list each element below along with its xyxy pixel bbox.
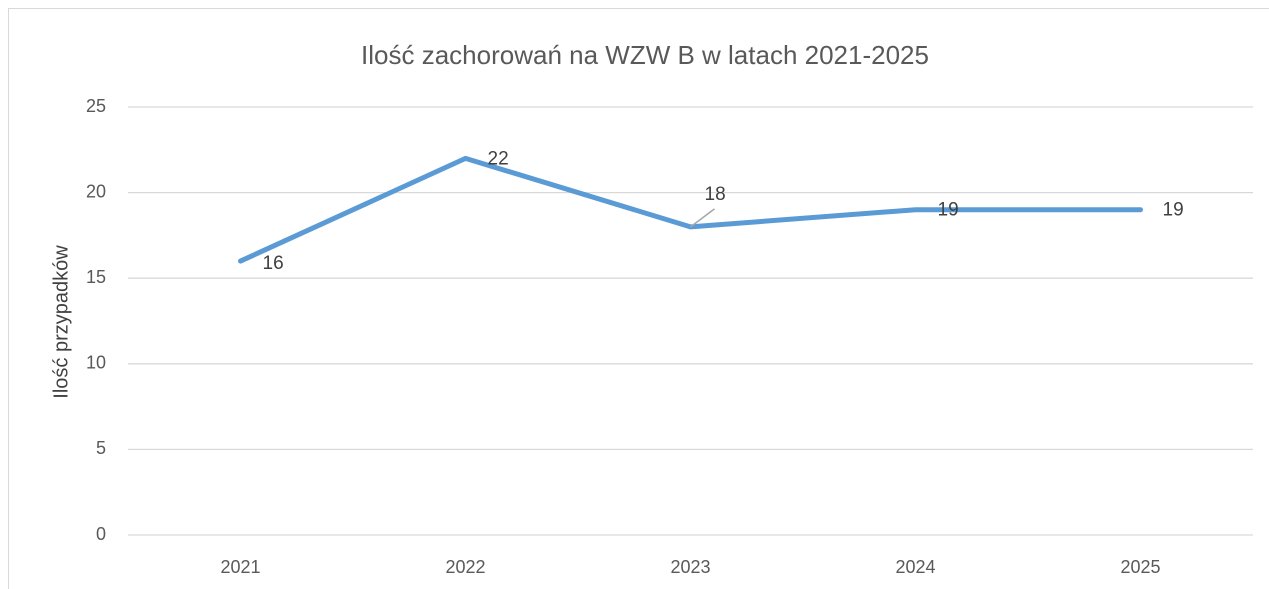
- y-tick-label: 25: [86, 96, 106, 116]
- y-tick-label: 10: [86, 353, 106, 373]
- x-tick-label: 2021: [220, 557, 260, 577]
- chart-frame: [8, 8, 1269, 589]
- y-tick-label: 20: [86, 181, 106, 201]
- y-tick-label: 15: [86, 267, 106, 287]
- y-tick-label: 0: [96, 524, 106, 544]
- x-tick-label: 2022: [445, 557, 485, 577]
- x-tick-label: 2023: [670, 557, 710, 577]
- data-label: 18: [705, 184, 726, 205]
- y-axis-label: Ilość przypadków: [50, 245, 72, 399]
- y-tick-label: 5: [96, 438, 106, 458]
- data-label: 22: [488, 148, 509, 169]
- leader-line: [690, 208, 715, 228]
- x-tick-label: 2025: [1120, 557, 1160, 577]
- data-label: 19: [1163, 200, 1184, 221]
- chart-title: Ilość zachorowań na WZW B w latach 2021-…: [361, 40, 929, 70]
- x-tick-label: 2024: [895, 557, 935, 577]
- data-label: 19: [938, 200, 959, 221]
- data-label: 16: [263, 253, 284, 274]
